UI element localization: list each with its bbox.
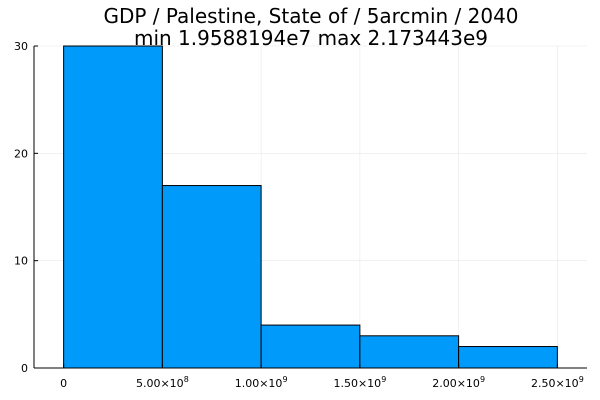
chart-title-line2: min 1.9588194e7 max 2.173443e9 [134,26,488,50]
x-tick-label: 0 [60,377,67,390]
bars [63,45,558,369]
y-tick-label: 0 [21,362,28,375]
x-tick-label: 2.50×109 [531,375,584,390]
x-axis-ticks: 0 5.00×108 1.00×109 1.50×109 2.00×109 2.50×10… [60,364,584,390]
y-tick-label: 20 [14,147,28,160]
x-tick-label: 5.00×108 [136,375,189,390]
axes [33,46,587,369]
histogram-bar [458,346,558,369]
histogram-bar [63,45,163,369]
y-axis-ticks: 0 10 20 30 [14,40,38,375]
histogram-bar [359,335,460,369]
x-tick-label: 1.00×109 [235,375,288,390]
y-tick-label: 30 [14,40,28,53]
histogram-bar [260,324,361,369]
y-tick-label: 10 [14,255,28,268]
chart-title-line1: GDP / Palestine, State of / 5arcmin / 20… [103,4,518,28]
x-tick-label: 2.00×109 [432,375,485,390]
histogram-bar [161,185,262,369]
x-tick-label: 1.50×109 [333,375,386,390]
